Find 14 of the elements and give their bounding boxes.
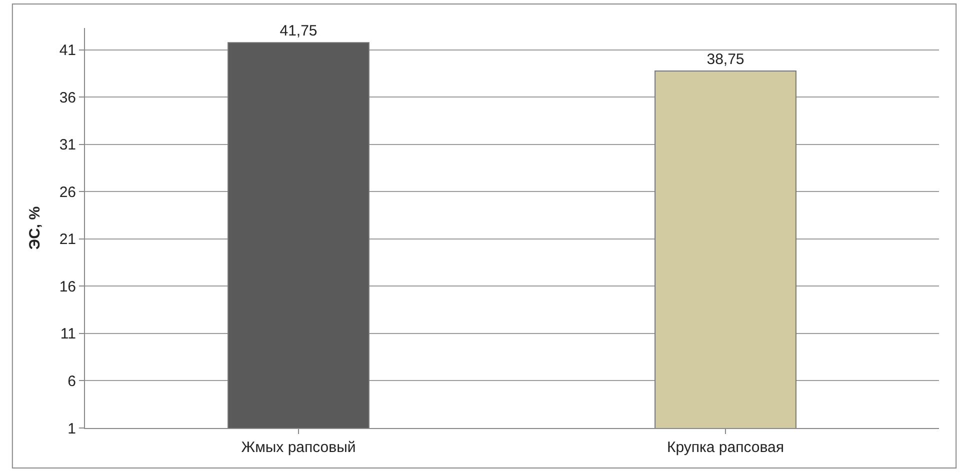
y-tick-label: 16 xyxy=(59,278,76,296)
data-label: 41,75 xyxy=(280,22,318,40)
x-tick-label: Крупка рапсовая xyxy=(666,439,784,456)
y-axis-title: ЭС, % xyxy=(26,206,44,250)
y-tick-label: 36 xyxy=(59,89,76,106)
y-tick-label: 6 xyxy=(68,372,76,390)
y-tick-label: 1 xyxy=(68,420,76,438)
y-tick-label: 41 xyxy=(59,42,76,59)
y-tick-label: 31 xyxy=(59,136,76,154)
y-tick-label: 11 xyxy=(60,326,76,343)
x-tick-label: Жмых рапсовый xyxy=(241,439,356,456)
data-label: 38,75 xyxy=(706,51,744,68)
y-tick-label: 21 xyxy=(59,231,76,248)
y-tick-label: 26 xyxy=(59,184,76,201)
